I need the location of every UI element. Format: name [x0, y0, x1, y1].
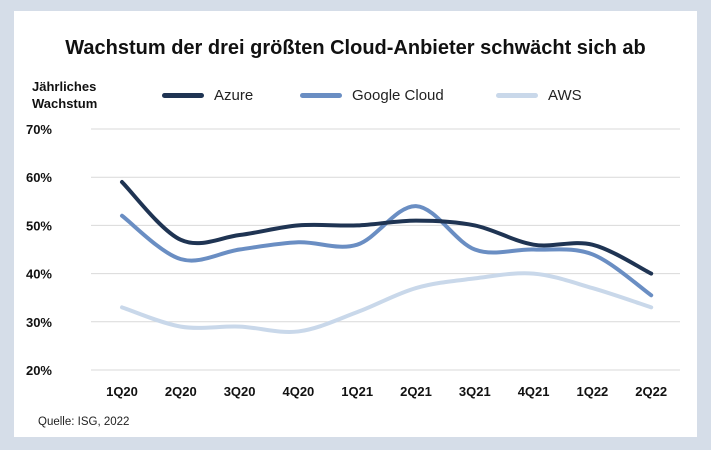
x-tick-label: 1Q20: [106, 384, 138, 399]
line-chart: 20% 30% 40% 50% 60% 70% 1Q20 2Q20 3Q20 4Q20 1Q21 2Q…: [26, 122, 680, 399]
x-tick-label: 4Q21: [518, 384, 550, 399]
y-tick-label: 50%: [26, 218, 52, 233]
y-axis-label-line1: Jährliches: [32, 79, 97, 94]
y-tick-label: 70%: [26, 122, 52, 137]
chart-card: Wachstum der drei größten Cloud-Anbieter…: [14, 11, 697, 437]
x-tick-label: 4Q20: [282, 384, 314, 399]
chart-legend: Azure Google Cloud AWS: [14, 87, 697, 107]
x-tick-label: 2Q22: [635, 384, 667, 399]
legend-item-aws: AWS: [496, 87, 582, 104]
legend-label-azure: Azure: [214, 87, 254, 104]
legend-item-azure: Azure: [162, 87, 253, 104]
y-tick-label: 30%: [26, 315, 52, 330]
x-tick-label: 1Q22: [576, 384, 608, 399]
series-line-google-cloud: [120, 204, 654, 298]
y-tick-label: 20%: [26, 363, 52, 378]
y-tick-label: 60%: [26, 170, 52, 185]
x-tick-label: 2Q20: [165, 384, 197, 399]
chart-title: Wachstum der drei größten Cloud-Anbieter…: [65, 37, 646, 59]
x-tick-label: 3Q20: [224, 384, 256, 399]
legend-item-google-cloud: Google Cloud: [300, 87, 444, 104]
y-axis-label: Jährliches Wachstum: [32, 78, 97, 112]
legend-swatch-google-cloud: [300, 93, 342, 98]
y-tick-label: 40%: [26, 267, 52, 282]
legend-swatch-aws: [496, 93, 538, 98]
legend-label-google-cloud: Google Cloud: [352, 87, 444, 104]
legend-swatch-azure: [162, 93, 204, 98]
y-axis-label-line2: Wachstum: [32, 96, 98, 111]
legend-label-aws: AWS: [548, 87, 582, 104]
x-tick-label: 3Q21: [459, 384, 491, 399]
series-line-aws: [120, 271, 654, 334]
source-note: Quelle: ISG, 2022: [38, 416, 130, 428]
x-tick-label: 2Q21: [400, 384, 432, 399]
series-line-azure: [120, 180, 654, 276]
x-tick-label: 1Q21: [341, 384, 373, 399]
